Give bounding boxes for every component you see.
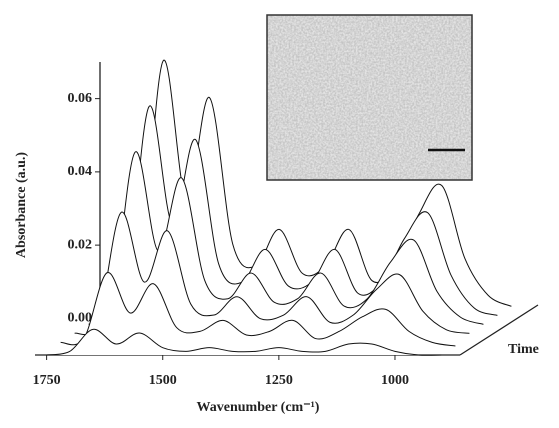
x-axis-label: Wavenumber (cm⁻¹) xyxy=(197,400,320,415)
z-axis-label: Time xyxy=(508,342,539,357)
y-tick-label: 0.06 xyxy=(68,91,93,106)
y-tick-label: 0.00 xyxy=(68,311,93,326)
y-tick-label: 0.04 xyxy=(68,164,93,179)
spectrum-line xyxy=(102,105,498,316)
inset-micrograph xyxy=(266,14,473,181)
spectrum-line xyxy=(60,272,456,347)
spectrum-line xyxy=(88,151,484,326)
y-tick-label: 0.02 xyxy=(68,237,93,252)
y-axis-label: Absorbance (a.u.) xyxy=(14,152,29,259)
spectrum-line xyxy=(74,211,470,336)
x-tick-label: 1250 xyxy=(265,373,293,388)
spectrum-line xyxy=(46,328,442,356)
x-tick-label: 1750 xyxy=(33,373,61,388)
x-tick-label: 1500 xyxy=(149,373,177,388)
spectrum-line xyxy=(116,59,512,307)
inset-frame xyxy=(266,14,473,181)
inset-texture xyxy=(267,15,472,180)
z-axis xyxy=(459,304,539,356)
x-tick-label: 1000 xyxy=(381,373,409,388)
